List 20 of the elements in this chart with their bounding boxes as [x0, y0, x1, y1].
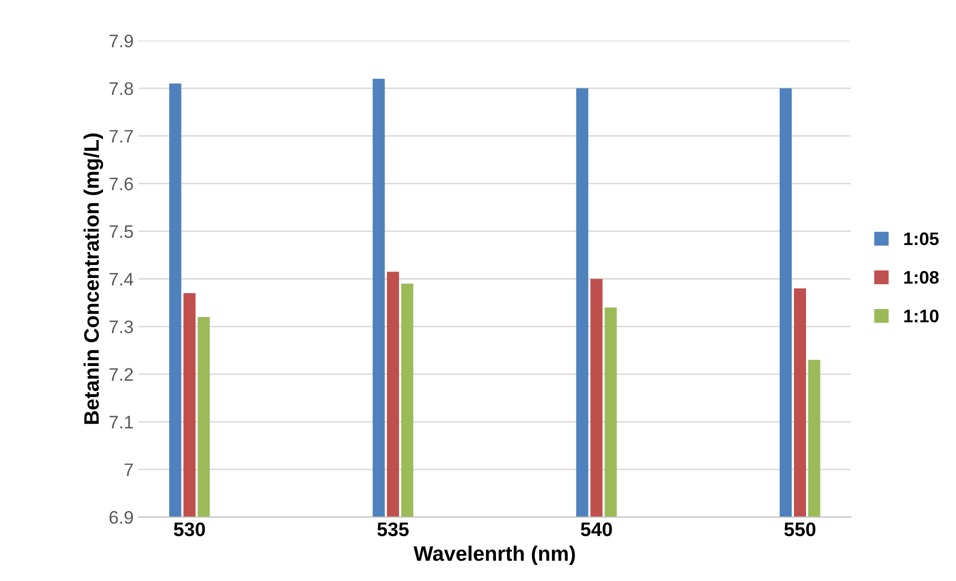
legend-label: 1:08: [904, 270, 939, 284]
x-tick-label: 530: [174, 522, 205, 536]
y-tick-label: 7.3: [110, 320, 133, 334]
x-tick-label: 540: [580, 522, 612, 536]
legend-label: 1:10: [904, 310, 938, 322]
y-tick-label: 7.2: [110, 368, 133, 381]
x-tick-label: 550: [784, 522, 816, 536]
legend-label: 1:05: [904, 232, 939, 246]
y-axis-title: Betanin Concentration (mg/L): [84, 134, 104, 424]
y-tick-label: 7.8: [110, 82, 133, 96]
x-tick-label: 535: [377, 522, 409, 536]
y-tick-label: 7.4: [110, 273, 134, 286]
y-tick-label: 7.5: [110, 225, 134, 238]
x-axis-title: Wavelenrth (nm): [414, 546, 575, 566]
y-tick-label: 7.7: [110, 130, 133, 142]
y-tick-label: 7.6: [110, 178, 133, 190]
y-tick-label: 7.1: [110, 416, 133, 428]
y-tick-label: 7.9: [110, 34, 133, 48]
y-tick-label: 7: [124, 464, 133, 476]
y-tick-label: 6.9: [110, 511, 133, 524]
